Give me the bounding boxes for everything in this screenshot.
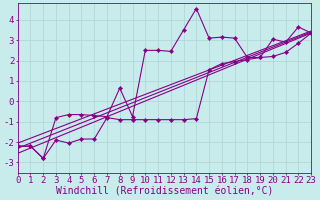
X-axis label: Windchill (Refroidissement éolien,°C): Windchill (Refroidissement éolien,°C) [56, 187, 273, 197]
